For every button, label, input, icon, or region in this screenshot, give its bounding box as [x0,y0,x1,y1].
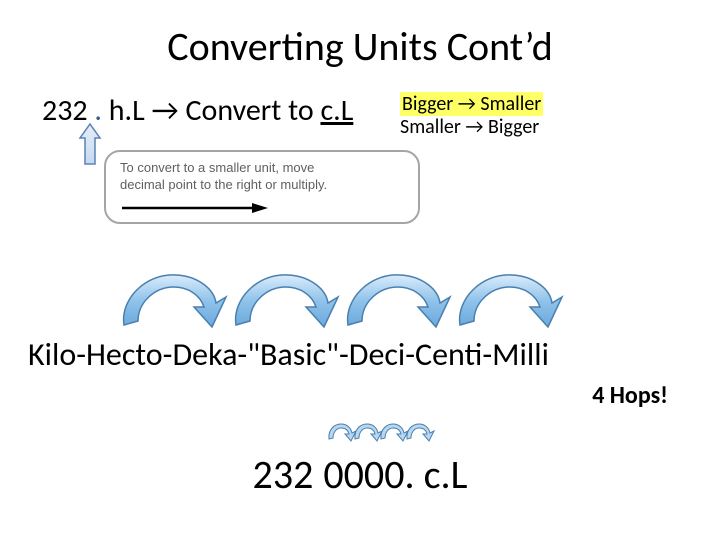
hops-count-label: 4 Hops! [592,381,668,410]
up-arrow-icon [78,122,102,173]
staircase-text: Kilo-Hecto-Deka-"Basic"-Deci-Centi-Milli [28,335,549,374]
hop-arrows-row [116,267,586,342]
metric-staircase: Kilo-Hecto-Deka-"Basic"-Deci-Centi-Milli [28,335,549,374]
right-arrow-icon [120,200,270,216]
direction-rules: Bigger → Smaller Smaller → Bigger [400,93,543,139]
page-title: Converting Units Cont’d [0,22,720,71]
prompt-to-unit: c.L [320,92,353,129]
hops-text: 4 Hops! [592,381,668,410]
title-text: Converting Units Cont’d [167,22,552,71]
prompt-arrow: → [152,92,179,129]
rule1-text: Bigger → Smaller [400,92,543,116]
answer-digits-a: 232 [253,450,314,499]
convert-box-line1: To convert to a smaller unit, move [120,160,404,177]
prompt-verb: Convert to [186,92,314,129]
answer-unit: c.L [424,450,468,499]
prompt-from-unit: h.L [109,92,145,129]
rule-smaller-bigger: Smaller → Bigger [400,116,543,139]
convert-rule-box: To convert to a smaller unit, move decim… [104,150,420,224]
rule-bigger-smaller: Bigger → Smaller [400,93,543,116]
convert-box-line2: decimal point to the right or multiply. [120,177,404,194]
answer-line: 2320000. c.L [0,450,720,499]
answer-digits-b: 0000. [323,450,414,499]
small-hop-arrows [326,421,456,448]
